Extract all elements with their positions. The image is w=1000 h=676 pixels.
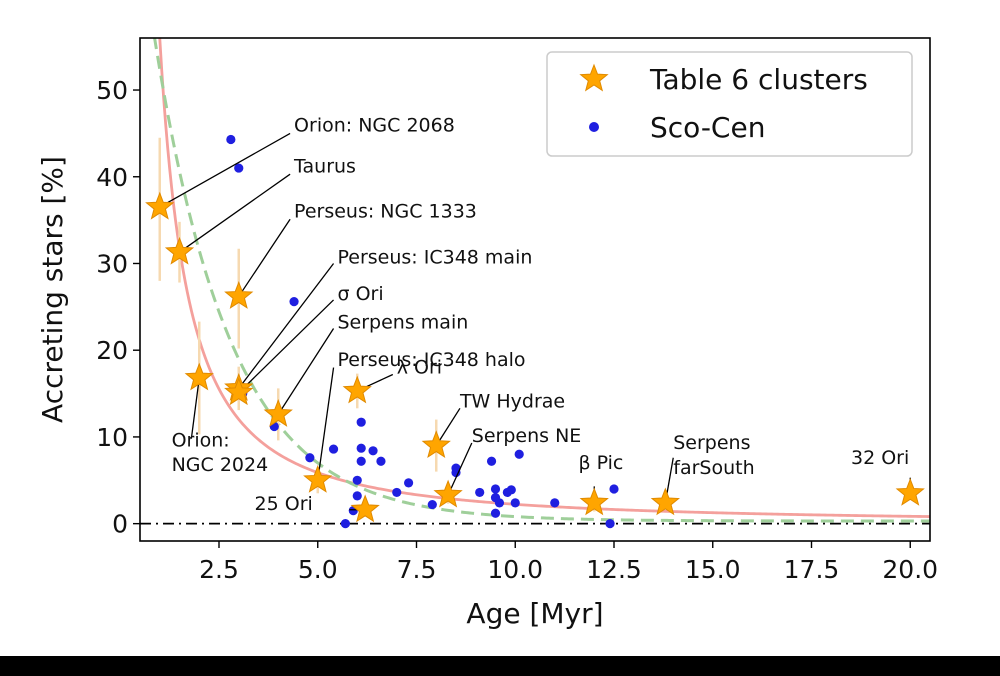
- scocen-point: [486, 456, 497, 466]
- annotation-label: Serpens main: [338, 312, 469, 334]
- annotation-label: β Pic: [578, 452, 623, 474]
- scocen-point: [234, 163, 244, 173]
- legend-label-clusters: Table 6 clusters: [649, 63, 868, 96]
- annotation-label: σ Ori: [338, 283, 384, 305]
- annotation-label: Orion: NGC 2068: [294, 115, 455, 137]
- scocen-point: [490, 508, 501, 518]
- scocen-point: [356, 417, 366, 427]
- scocen-point: [490, 484, 501, 494]
- scocen-point: [404, 478, 414, 488]
- y-axis-title: Accreting stars [%]: [36, 156, 69, 423]
- cluster-star: [433, 479, 463, 508]
- scocen-point: [289, 297, 299, 307]
- scocen-point: [356, 443, 366, 453]
- x-tick-label: 20.0: [882, 555, 938, 584]
- annotation-line: [238, 218, 291, 297]
- cluster-star: [263, 398, 293, 427]
- x-tick-label: 10.0: [487, 555, 543, 584]
- scocen-point: [226, 134, 236, 145]
- annotation-label: Serpens farSouth: [673, 432, 754, 479]
- x-tick-label: 7.5: [397, 555, 437, 584]
- legend-label-scocen: Sco-Cen: [650, 111, 765, 144]
- annotation-line: [277, 328, 335, 415]
- scatter-chart: Orion: NGC 2068 Taurus Perseus: NGC 1333 Pe…: [36, 37, 938, 630]
- annotation-line: [447, 442, 473, 496]
- annotation-line: [238, 263, 335, 389]
- scocen-point: [376, 456, 386, 466]
- cluster-star: [164, 236, 195, 265]
- cluster-star: [224, 281, 254, 309]
- x-tick-label: 17.5: [784, 555, 840, 584]
- cluster-star: [145, 191, 175, 220]
- annotation-line: [238, 299, 335, 394]
- x-tick-label: 15.0: [685, 555, 741, 584]
- x-tick-label: 5.0: [298, 555, 338, 584]
- x-tick-label: 2.5: [199, 555, 239, 584]
- y-tick-label: 0: [112, 510, 128, 539]
- annotation-label: Taurus: [293, 155, 356, 177]
- scocen-point: [550, 498, 560, 508]
- scocen-point: [352, 491, 362, 501]
- x-axis-title: Age [Myr]: [466, 597, 603, 630]
- scocen-point: [514, 449, 524, 459]
- cluster-star: [224, 377, 254, 406]
- y-tick-label: 10: [96, 423, 128, 452]
- cluster-star: [342, 375, 372, 404]
- legend-box: [546, 51, 913, 157]
- annotation-label: Perseus: IC348 halo: [338, 349, 526, 371]
- cluster-star: [895, 477, 925, 506]
- scocen-point: [328, 444, 339, 454]
- scocen-point: [475, 487, 485, 498]
- scocen-point: [392, 487, 402, 498]
- y-tick-label: 50: [96, 76, 128, 105]
- cluster-star: [650, 487, 680, 516]
- fit-solid-line: [158, 38, 930, 518]
- y-tick-label: 30: [96, 249, 128, 278]
- legend-dot-marker: [589, 122, 599, 132]
- annotation-line: [317, 367, 335, 481]
- annotation-line: [190, 377, 200, 439]
- annotation-label: TW Hydrae: [459, 390, 565, 412]
- cluster-star: [579, 487, 609, 516]
- annotation-label: Perseus: NGC 1333: [294, 201, 477, 223]
- scocen-point: [451, 467, 461, 478]
- annotation-line: [435, 407, 461, 446]
- scocen-point: [340, 519, 350, 529]
- scocen-point: [427, 499, 437, 510]
- plot-frame: [139, 37, 931, 542]
- cluster-star: [421, 430, 451, 459]
- cluster-star: [303, 464, 333, 493]
- scocen-point: [609, 484, 619, 494]
- legend-star-marker: [579, 63, 609, 92]
- scocen-point: [352, 475, 362, 485]
- scocen-point: [605, 519, 615, 529]
- annotation-line: [159, 132, 291, 208]
- annotation-line: [179, 173, 291, 253]
- annotation-label: Perseus: IC348 main: [338, 246, 533, 268]
- annotation-label: 25 Ori: [255, 493, 313, 515]
- legend: Table 6 clusters Sco-Cen: [546, 51, 913, 157]
- annotation-label: Orion: NGC 2024: [172, 429, 269, 476]
- cluster-star: [350, 494, 380, 523]
- annotation-label: 32 Ori: [851, 447, 909, 469]
- scocen-point: [494, 498, 505, 508]
- annotation-label: Serpens NE: [472, 425, 582, 447]
- scocen-point: [305, 453, 315, 463]
- y-tick-label: 20: [96, 336, 128, 365]
- scocen-point: [356, 456, 366, 466]
- figure-canvas: Orion: NGC 2068 Taurus Perseus: NGC 1333 Pe…: [0, 0, 1000, 656]
- annotation-label: λ Ori: [397, 357, 442, 379]
- cluster-star: [184, 362, 214, 391]
- scocen-point: [506, 485, 516, 495]
- scocen-point: [510, 498, 520, 508]
- x-tick-label: 12.5: [586, 555, 642, 584]
- scocen-point: [368, 446, 378, 456]
- y-tick-label: 40: [96, 163, 128, 192]
